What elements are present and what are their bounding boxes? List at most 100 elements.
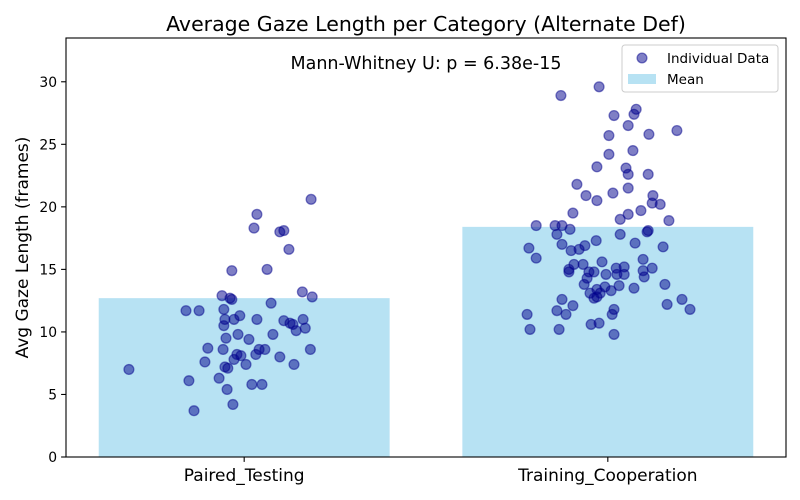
data-point xyxy=(251,313,263,325)
data-point xyxy=(627,145,639,157)
data-point xyxy=(607,187,619,199)
data-point xyxy=(306,291,318,303)
data-point xyxy=(218,303,230,315)
y-axis: 0 5 10 15 20 25 30 xyxy=(39,75,66,466)
plot-frame xyxy=(65,37,787,458)
data-point xyxy=(580,190,592,202)
data-point xyxy=(563,266,575,278)
data-point xyxy=(614,213,626,225)
data-point xyxy=(637,253,649,265)
data-point xyxy=(671,125,683,137)
data-point xyxy=(657,241,669,253)
x-tick-label: Training_Cooperation xyxy=(517,466,697,486)
data-point xyxy=(556,293,568,305)
data-point xyxy=(622,182,634,194)
data-point xyxy=(227,398,239,411)
data-point xyxy=(226,293,238,305)
data-point xyxy=(555,89,567,102)
data-point xyxy=(243,333,255,345)
data-point xyxy=(608,303,620,315)
data-point xyxy=(663,215,675,227)
data-point xyxy=(217,343,229,355)
data-point xyxy=(661,298,673,310)
data-point xyxy=(622,168,634,180)
data-point xyxy=(618,268,630,280)
data-point xyxy=(278,225,290,237)
data-point xyxy=(605,285,617,297)
data-point xyxy=(614,228,626,240)
data-point xyxy=(234,310,246,322)
legend-label-individual-data: Individual Data xyxy=(667,51,769,67)
data-point xyxy=(235,350,247,362)
legend-swatch-mean xyxy=(628,74,656,84)
data-point xyxy=(553,323,565,335)
data-point xyxy=(202,342,214,354)
data-point xyxy=(283,243,295,255)
data-point xyxy=(305,193,317,205)
data-point xyxy=(635,205,647,217)
data-point xyxy=(593,317,605,329)
data-point xyxy=(521,308,533,320)
data-point xyxy=(591,195,603,207)
data-point xyxy=(551,228,563,240)
mean-bar-training-cooperation xyxy=(462,226,754,457)
data-point xyxy=(577,258,589,270)
data-point xyxy=(603,148,615,160)
data-point xyxy=(647,190,659,202)
data-point xyxy=(251,208,263,220)
data-point xyxy=(530,252,542,264)
data-point xyxy=(603,130,615,142)
data-point xyxy=(240,358,252,370)
data-point xyxy=(261,263,273,275)
data-point xyxy=(524,323,536,335)
legend-label-mean: Mean xyxy=(667,72,704,88)
data-point xyxy=(304,343,316,355)
data-point xyxy=(642,225,654,237)
data-point xyxy=(622,120,634,132)
bars-layer xyxy=(98,226,754,457)
data-point xyxy=(590,235,602,247)
data-point xyxy=(628,282,640,294)
data-point xyxy=(199,356,211,368)
data-point xyxy=(628,108,640,120)
data-point xyxy=(256,378,268,391)
data-point xyxy=(530,220,542,232)
data-point xyxy=(219,313,231,325)
y-tick-label: 15 xyxy=(39,262,57,278)
chart-title: Average Gaze Length per Category (Altern… xyxy=(166,12,686,36)
data-point xyxy=(288,358,300,370)
data-point xyxy=(274,351,286,363)
data-point xyxy=(643,128,655,140)
data-point xyxy=(588,292,600,304)
data-point xyxy=(591,161,603,173)
data-point xyxy=(588,266,600,278)
data-point xyxy=(123,363,135,376)
data-point xyxy=(659,278,671,290)
data-point xyxy=(568,258,580,270)
y-tick-label: 30 xyxy=(39,75,57,91)
data-point xyxy=(248,222,260,234)
data-point xyxy=(571,178,583,190)
data-point xyxy=(567,300,579,312)
x-axis: Paired_Testing Training_Cooperation xyxy=(184,457,698,486)
data-point xyxy=(232,328,244,340)
data-point xyxy=(654,198,666,210)
data-point xyxy=(220,332,232,344)
points-layer xyxy=(123,81,696,417)
data-point xyxy=(213,372,225,384)
data-point xyxy=(613,280,625,292)
data-point xyxy=(222,362,234,374)
data-point xyxy=(259,343,271,355)
y-tick-label: 25 xyxy=(39,137,57,153)
data-point xyxy=(684,303,696,315)
y-axis-label: Avg Gaze Length (frames) xyxy=(13,137,33,359)
data-point xyxy=(221,383,233,396)
data-point xyxy=(290,325,302,337)
data-point xyxy=(296,286,308,298)
data-point xyxy=(596,256,608,268)
data-point xyxy=(564,223,576,235)
y-tick-label: 5 xyxy=(48,387,57,403)
data-point xyxy=(267,328,279,340)
data-point xyxy=(642,168,654,180)
